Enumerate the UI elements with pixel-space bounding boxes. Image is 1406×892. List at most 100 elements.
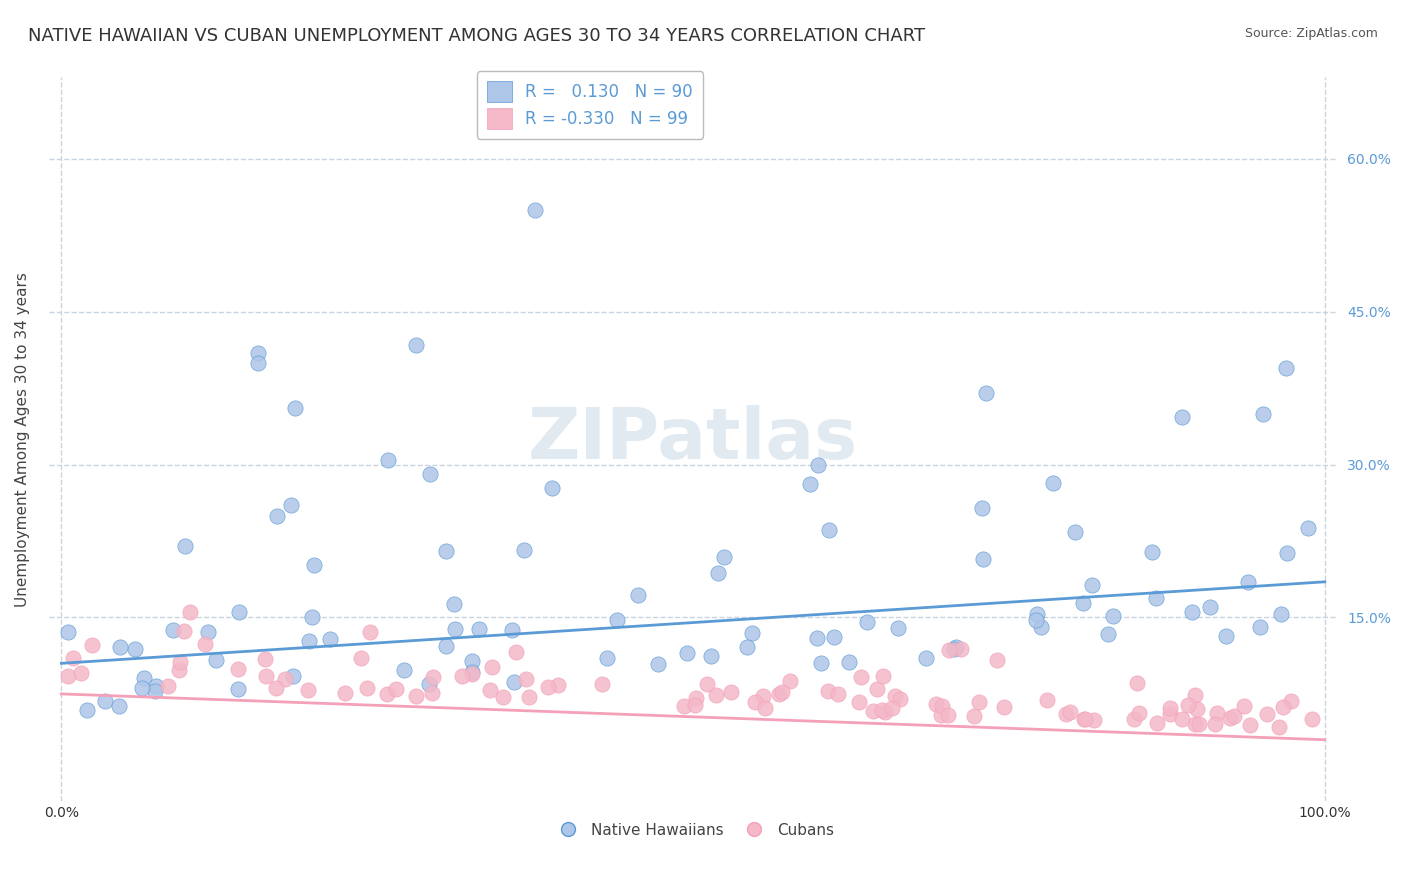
Cubans [1146,716,1168,731]
Native Hawaiians [707,566,730,580]
Cubans [884,690,907,704]
Cubans [169,656,191,670]
Native Hawaiians [94,694,117,708]
Cubans [517,690,540,704]
Native Hawaiians [823,630,845,644]
Native Hawaiians [76,703,98,717]
Cubans [1159,707,1181,722]
Native Hawaiians [606,613,628,627]
Cubans [827,688,849,702]
Cubans [683,698,706,713]
Cubans [866,681,889,696]
Native Hawaiians [1275,546,1298,560]
Native Hawaiians [1249,620,1271,634]
Native Hawaiians [647,657,669,671]
Native Hawaiians [541,481,564,495]
Cubans [1219,711,1241,725]
Native Hawaiians [1029,620,1052,634]
Cubans [1035,692,1057,706]
Cubans [70,665,93,680]
Native Hawaiians [108,640,131,655]
Native Hawaiians [1251,407,1274,421]
Cubans [56,669,79,683]
Cubans [350,650,373,665]
Cubans [359,624,381,639]
Cubans [173,624,195,638]
Native Hawaiians [419,467,441,481]
Cubans [356,681,378,695]
Cubans [1239,717,1261,731]
Native Hawaiians [1102,608,1125,623]
Native Hawaiians [713,549,735,564]
Cubans [491,690,513,704]
Native Hawaiians [173,539,195,553]
Native Hawaiians [945,640,967,655]
Cubans [333,686,356,700]
Cubans [537,680,560,694]
Cubans [179,606,201,620]
Cubans [1123,712,1146,726]
Cubans [779,674,801,689]
Native Hawaiians [1275,360,1298,375]
Cubans [924,697,946,711]
Cubans [375,686,398,700]
Native Hawaiians [247,356,270,370]
Native Hawaiians [377,452,399,467]
Cubans [752,690,775,704]
Native Hawaiians [301,609,323,624]
Native Hawaiians [143,684,166,698]
Native Hawaiians [700,648,723,663]
Cubans [253,652,276,666]
Cubans [1177,698,1199,713]
Native Hawaiians [1215,629,1237,643]
Native Hawaiians [145,679,167,693]
Native Hawaiians [418,677,440,691]
Cubans [405,689,427,703]
Cubans [768,686,790,700]
Cubans [754,700,776,714]
Native Hawaiians [1071,596,1094,610]
Y-axis label: Unemployment Among Ages 30 to 34 years: Unemployment Among Ages 30 to 34 years [15,272,30,607]
Native Hawaiians [887,622,910,636]
Native Hawaiians [972,552,994,566]
Cubans [882,701,904,715]
Cubans [1233,698,1256,713]
Cubans [870,703,893,717]
Native Hawaiians [226,681,249,696]
Cubans [1256,706,1278,721]
Native Hawaiians [1097,627,1119,641]
Cubans [1301,712,1323,726]
Native Hawaiians [799,477,821,491]
Native Hawaiians [501,624,523,638]
Native Hawaiians [124,642,146,657]
Cubans [929,708,952,723]
Native Hawaiians [1042,476,1064,491]
Native Hawaiians [107,699,129,714]
Cubans [1279,694,1302,708]
Native Hawaiians [1144,591,1167,606]
Cubans [547,678,569,692]
Native Hawaiians [468,622,491,636]
Native Hawaiians [1171,409,1194,424]
Legend: Native Hawaiians, Cubans: Native Hawaiians, Cubans [547,817,839,844]
Native Hawaiians [284,401,307,416]
Native Hawaiians [943,642,966,657]
Cubans [450,669,472,683]
Native Hawaiians [1063,524,1085,539]
Native Hawaiians [1270,607,1292,622]
Cubans [515,672,537,686]
Native Hawaiians [503,674,526,689]
Cubans [862,704,884,718]
Cubans [1083,714,1105,728]
Native Hawaiians [1140,544,1163,558]
Cubans [744,695,766,709]
Native Hawaiians [1025,613,1047,627]
Native Hawaiians [1199,599,1222,614]
Native Hawaiians [972,500,994,515]
Text: NATIVE HAWAIIAN VS CUBAN UNEMPLOYMENT AMONG AGES 30 TO 34 YEARS CORRELATION CHAR: NATIVE HAWAIIAN VS CUBAN UNEMPLOYMENT AM… [28,27,925,45]
Native Hawaiians [443,598,465,612]
Cubans [963,709,986,723]
Native Hawaiians [676,647,699,661]
Cubans [1206,706,1229,720]
Cubans [1073,712,1095,726]
